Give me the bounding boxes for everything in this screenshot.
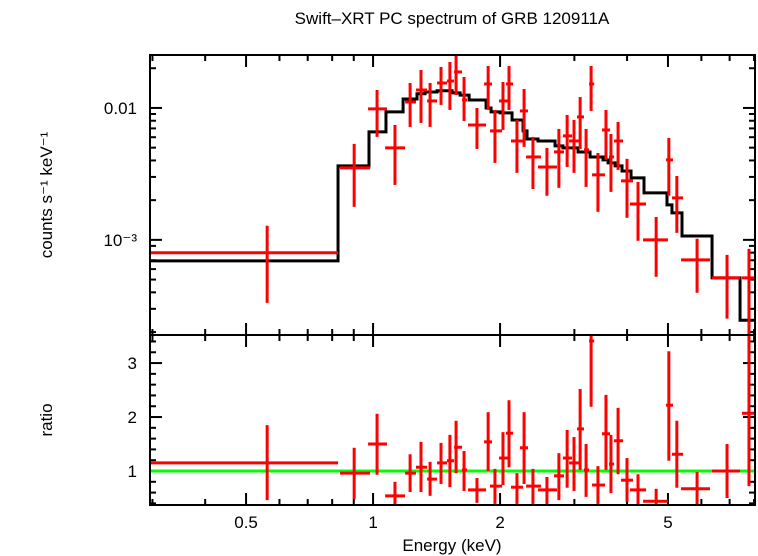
ratio-point — [462, 451, 468, 491]
ratio-point — [602, 394, 611, 470]
data-point — [506, 65, 514, 110]
data-point — [538, 147, 558, 196]
ratio-tick-label: 3 — [128, 354, 137, 373]
data-point — [666, 137, 674, 196]
ratio-point — [589, 335, 595, 407]
chart-title: Swift–XRT PC spectrum of GRB 120911A — [295, 9, 610, 28]
ratio-point — [368, 413, 387, 475]
ratio-point — [621, 458, 633, 502]
ratio-point — [712, 444, 741, 498]
ratio-point — [629, 474, 647, 505]
x-tick-label: 2 — [495, 513, 504, 532]
data-point — [340, 143, 371, 207]
ratio-point — [519, 412, 528, 484]
data-point — [584, 128, 590, 187]
data-point — [415, 69, 428, 123]
data-point — [446, 62, 455, 110]
ratio-point — [614, 407, 624, 475]
data-point — [742, 248, 755, 335]
data-point — [562, 114, 573, 167]
ratio-point — [415, 441, 428, 493]
tick-labels: 0.5 1 2 5 0.01 10⁻³ 1 2 3 — [103, 99, 672, 532]
ratio-point — [554, 453, 565, 501]
data-point — [437, 66, 447, 105]
ratio-point — [405, 454, 416, 493]
data-point — [489, 109, 503, 163]
ratio-point — [340, 447, 371, 500]
data-point — [462, 76, 468, 121]
ratio-point — [671, 420, 684, 488]
ratio-point — [576, 388, 585, 470]
ratio-point — [385, 481, 406, 505]
ratio-point — [608, 434, 615, 494]
ratio-point — [742, 335, 755, 487]
data-point — [519, 88, 528, 147]
data-point — [511, 119, 524, 173]
data-point — [576, 97, 585, 149]
data-point — [385, 124, 406, 185]
data-point — [602, 109, 611, 160]
x-tick-label: 5 — [663, 513, 672, 532]
ratio-point — [484, 412, 493, 471]
ratio-point — [681, 472, 711, 505]
data-point — [592, 152, 606, 212]
axis-ticks — [150, 55, 756, 505]
ratio-series — [150, 335, 755, 505]
ratio-tick-label: 2 — [128, 408, 137, 427]
ratio-point — [569, 437, 579, 491]
x-tick-label: 0.5 — [234, 513, 258, 532]
data-point — [643, 217, 668, 277]
data-point — [569, 119, 579, 173]
ratio-tick-label: 1 — [128, 462, 137, 481]
model-step-line — [150, 89, 755, 322]
data-point — [526, 136, 541, 189]
data-point — [468, 107, 487, 149]
y-axis-label-bottom: ratio — [37, 403, 56, 436]
ratio-point — [499, 432, 509, 486]
model-series — [150, 89, 755, 322]
bottom-panel-frame — [149, 334, 756, 506]
data-point — [621, 158, 633, 218]
y-axis-label-top: counts s⁻¹ keV⁻¹ — [37, 131, 56, 258]
data-point — [454, 55, 463, 95]
data-point — [629, 181, 647, 241]
ratio-point — [468, 478, 487, 503]
data-point — [614, 121, 624, 170]
data-point — [405, 82, 416, 127]
ratio-point — [511, 473, 524, 504]
data-point — [368, 89, 387, 137]
ratio-point — [666, 351, 674, 461]
ratio-point — [562, 429, 573, 488]
ratio-point — [506, 400, 514, 468]
ratio-point — [437, 442, 447, 484]
ratio-point — [526, 468, 541, 504]
data-point — [150, 225, 339, 303]
ratio-point — [454, 420, 463, 474]
x-axis-label: Energy (keV) — [402, 536, 501, 555]
top-y-tick-label: 10⁻³ — [103, 231, 137, 250]
ratio-point — [150, 425, 339, 501]
ratio-point — [427, 461, 438, 496]
data-point — [671, 175, 684, 233]
ratio-point — [584, 444, 590, 497]
data-point — [499, 81, 509, 130]
ratio-point — [592, 466, 606, 504]
top-panel-frame — [149, 54, 756, 336]
data-point — [608, 133, 615, 192]
data-point — [681, 238, 711, 293]
data-point — [589, 65, 595, 111]
data-point — [484, 65, 493, 110]
data-point — [712, 254, 741, 319]
ratio-point — [489, 468, 503, 504]
x-tick-label: 1 — [368, 513, 377, 532]
ratio-point — [538, 476, 558, 505]
data-point — [554, 128, 565, 188]
top-y-tick-label: 0.01 — [104, 99, 137, 118]
data-point — [427, 82, 438, 127]
ratio-point — [446, 434, 455, 488]
data-series — [150, 55, 755, 335]
